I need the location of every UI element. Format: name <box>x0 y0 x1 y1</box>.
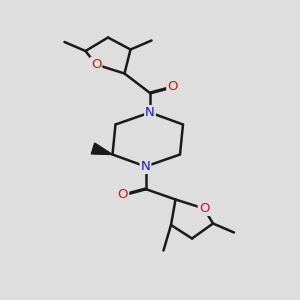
Polygon shape <box>91 143 112 154</box>
Text: O: O <box>118 188 128 202</box>
Text: N: N <box>141 160 150 173</box>
Text: O: O <box>167 80 178 94</box>
Text: O: O <box>91 58 101 71</box>
Text: O: O <box>199 202 209 215</box>
Text: N: N <box>145 106 155 119</box>
